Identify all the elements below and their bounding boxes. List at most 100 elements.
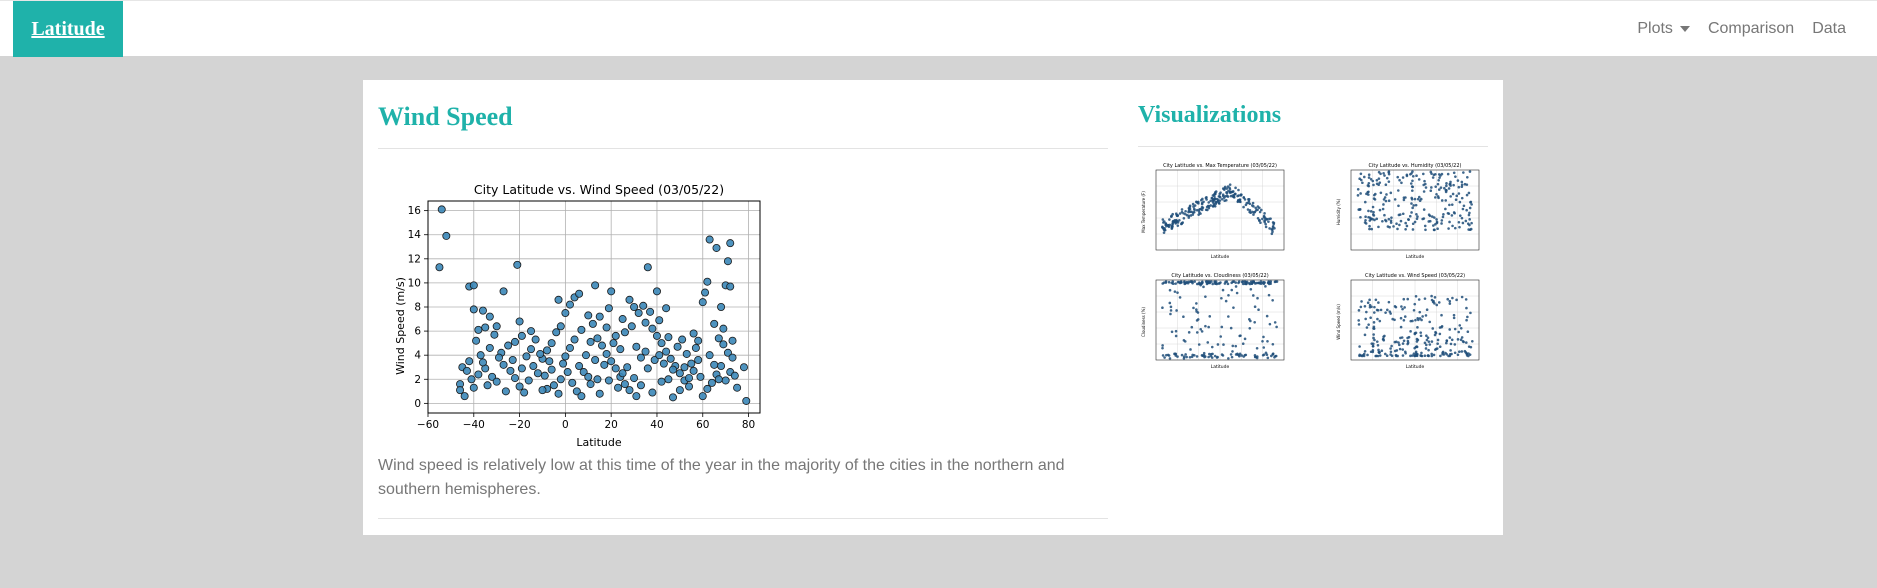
thumbnail-frame <box>1350 279 1480 361</box>
data-point <box>652 287 661 296</box>
thumbnail-point <box>1227 293 1230 297</box>
data-point <box>513 260 522 269</box>
thumbnail-point <box>1398 178 1401 182</box>
thumbnail-point <box>1438 176 1441 179</box>
thumbnail-point <box>1249 211 1252 215</box>
thumbnail-point <box>1427 220 1431 223</box>
thumbnail-point <box>1257 308 1260 312</box>
data-point <box>723 257 732 266</box>
data-point <box>524 376 533 385</box>
data-point <box>712 243 721 252</box>
thumbnail-point <box>1440 219 1444 222</box>
thumbnail-point <box>1217 201 1221 205</box>
thumbnail-point <box>1420 318 1423 322</box>
data-point <box>588 319 597 328</box>
thumbnail-point <box>1191 353 1194 357</box>
thumbnail-point <box>1452 183 1455 187</box>
thumbnail-point <box>1425 343 1428 347</box>
data-point <box>710 360 719 369</box>
visualization-thumbnail[interactable]: City Latitude vs. Humidity (03/05/22) Hum… <box>1333 160 1483 260</box>
thumbnail-point <box>1371 179 1375 183</box>
thumbnail-point <box>1243 337 1247 341</box>
thumbnail-point <box>1411 189 1414 192</box>
thumbnail-point <box>1456 338 1460 341</box>
thumbnail-point <box>1370 227 1374 231</box>
thumbnail-point <box>1200 201 1204 205</box>
thumbnail-point <box>1403 315 1407 318</box>
data-point <box>623 363 632 372</box>
thumbnail-point <box>1400 181 1403 185</box>
data-point <box>643 263 652 272</box>
thumbnail-point <box>1195 331 1199 334</box>
thumbnail-point <box>1224 299 1228 303</box>
thumbnail-point <box>1422 190 1426 193</box>
nav-comparison-link[interactable]: Comparison <box>1707 20 1795 37</box>
data-point <box>568 378 577 387</box>
thumbnail-point <box>1378 354 1382 357</box>
thumbnail-point <box>1215 282 1219 286</box>
thumbnail-point <box>1238 198 1242 202</box>
thumbnail-point <box>1466 330 1470 333</box>
thumbnail-point <box>1396 189 1400 192</box>
thumbnail-point <box>1379 308 1383 312</box>
thumbnail-point <box>1469 200 1473 204</box>
brand-link[interactable]: Latitude <box>13 1 123 57</box>
thumbnail-point <box>1459 338 1463 341</box>
thumbnail-point <box>1357 309 1361 312</box>
thumbnail-point <box>1456 179 1460 182</box>
thumbnail-point <box>1222 343 1225 346</box>
thumbnail-point <box>1435 221 1439 225</box>
thumbnail-point <box>1163 356 1166 359</box>
data-point <box>634 309 643 318</box>
thumbnail-point <box>1367 209 1370 213</box>
thumbnail-point <box>1220 197 1224 201</box>
thumbnail-point <box>1385 193 1388 196</box>
thumbnail-point <box>1411 222 1415 226</box>
thumbnail-point <box>1239 193 1243 196</box>
thumbnail-point <box>1187 331 1191 334</box>
thumbnail-point <box>1397 204 1400 208</box>
thumbnail-point <box>1250 204 1254 207</box>
visualization-thumbnail[interactable]: City Latitude vs. Wind Speed (03/05/22) W… <box>1333 270 1483 370</box>
data-point <box>696 372 705 381</box>
thumbnail-point <box>1204 280 1208 283</box>
thumbnail-point <box>1436 182 1440 186</box>
chart-ylabel: Wind Speed (m/s) <box>394 277 407 375</box>
thumbnail-frame <box>1155 169 1285 251</box>
thumbnail-point <box>1265 314 1269 318</box>
thumbnail-point <box>1269 354 1273 358</box>
data-point <box>511 374 520 383</box>
thumbnail-point <box>1364 317 1367 321</box>
data-point <box>581 351 590 360</box>
data-point <box>538 386 547 395</box>
thumbnail-point <box>1171 212 1175 216</box>
visualization-thumbnail[interactable]: City Latitude vs. Cloudiness (03/05/22) C… <box>1138 270 1288 370</box>
data-point <box>561 309 570 318</box>
nav-data-link[interactable]: Data <box>1812 20 1846 37</box>
nav-plots-dropdown[interactable]: Plots <box>1628 20 1699 38</box>
thumbnail-point <box>1234 285 1238 288</box>
thumbnail-point <box>1241 342 1245 346</box>
data-point <box>666 354 675 363</box>
thumbnail-point <box>1273 355 1276 359</box>
thumbnail-point <box>1176 224 1180 227</box>
thumbnail-point <box>1189 348 1192 351</box>
thumbnail-point <box>1447 227 1450 230</box>
data-point <box>456 386 465 395</box>
thumbnail-point <box>1379 172 1382 176</box>
thumbnail-point <box>1438 332 1442 336</box>
data-point <box>607 287 616 296</box>
thumbnail-point <box>1384 219 1388 223</box>
thumbnail-point <box>1384 311 1387 314</box>
thumbnail-point <box>1449 342 1453 346</box>
data-point <box>586 380 595 389</box>
thumbnail-point <box>1388 225 1391 229</box>
visualization-thumbnail[interactable]: City Latitude vs. Max Temperature (03/05… <box>1138 160 1288 260</box>
data-point <box>616 345 625 354</box>
thumbnail-point <box>1426 336 1430 340</box>
wind-speed-chart: City Latitude vs. Wind Speed (03/05/22) … <box>394 182 761 449</box>
thumbnail-point <box>1272 221 1276 225</box>
thumbnail-point <box>1382 172 1385 175</box>
thumbnail-point <box>1461 221 1465 225</box>
thumbnail-point <box>1225 280 1229 283</box>
